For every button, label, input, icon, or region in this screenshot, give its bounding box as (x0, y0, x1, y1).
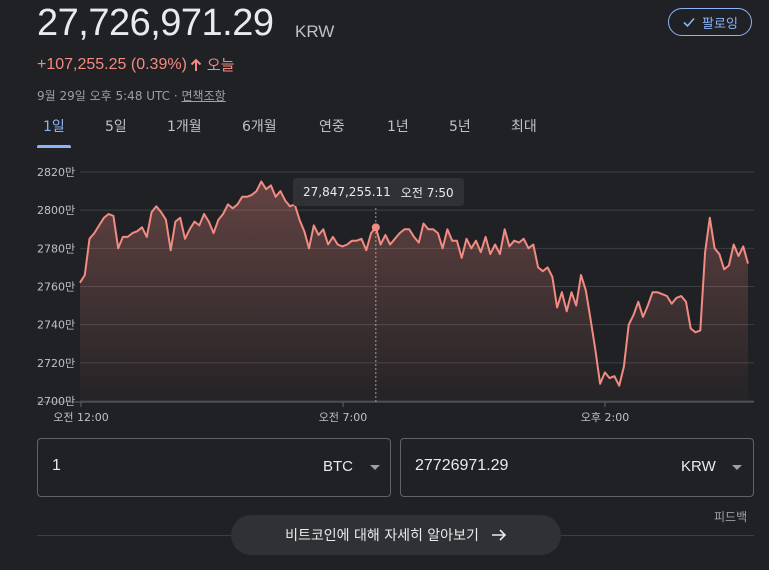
from-amount-value[interactable]: 1 (52, 457, 61, 474)
x-tick-label: 오전 7:00 (319, 411, 367, 424)
timestamp-row: 9월 29일 오후 5:48 UTC · 면책조항 (37, 87, 226, 104)
follow-button[interactable]: 팔로잉 (668, 8, 752, 36)
x-tick-label: 오후 2:00 (581, 411, 629, 424)
y-tick-label: 2740만 (37, 319, 75, 332)
arrow-up-icon (190, 58, 202, 71)
tab-6m[interactable]: 6개월 (242, 119, 277, 135)
price-change: +107,255.25 (0.39%) 오늘 (37, 54, 235, 75)
learn-more-button[interactable]: 비트코인에 대해 자세히 알아보기 (231, 515, 561, 555)
hover-point (371, 223, 380, 232)
tab-max[interactable]: 최대 (511, 119, 537, 135)
y-tick-label: 2820만 (37, 166, 75, 179)
tab-1d[interactable]: 1일 (43, 119, 65, 135)
disclaimer-link[interactable]: 면책조항 (181, 89, 226, 103)
to-amount-field[interactable]: 27726971.29 KRW (400, 438, 754, 497)
price-chart[interactable]: 2820만 2800만 2780만 2760만 2740만 2720만 2700만 오전 1… (0, 155, 769, 430)
tooltip-time: 오전 7:50 (400, 185, 454, 200)
y-tick-label: 2700만 (37, 395, 75, 408)
tab-5d[interactable]: 5일 (105, 119, 127, 135)
y-tick-label: 2780만 (37, 242, 75, 255)
price-value: 27,726,971.29 (37, 2, 274, 44)
change-period: 오늘 (206, 56, 235, 74)
timestamp: 9월 29일 오후 5:48 UTC · (37, 89, 182, 103)
y-tick-label: 2760만 (37, 281, 75, 294)
tab-1m[interactable]: 1개월 (167, 119, 202, 135)
tab-5y[interactable]: 5년 (449, 119, 471, 135)
tooltip-value: 27,847,255.11 (303, 185, 391, 199)
learn-more-label: 비트코인에 대해 자세히 알아보기 (285, 528, 479, 544)
price-line (79, 180, 749, 387)
from-amount-field[interactable]: 1 BTC (37, 438, 391, 497)
to-amount-value[interactable]: 27726971.29 (415, 457, 509, 474)
x-tick-label: 오전 12:00 (53, 411, 108, 424)
check-icon (683, 17, 695, 28)
change-value: +107,255.25 (0.39%) (37, 55, 187, 73)
to-currency-select[interactable]: KRW (681, 458, 716, 475)
currency-label: KRW (295, 22, 335, 41)
tab-1y[interactable]: 1년 (387, 119, 409, 135)
arrow-right-icon (491, 529, 506, 541)
chart-tooltip: 27,847,255.11 오전 7:50 (293, 178, 464, 206)
to-chevron-down-icon[interactable] (732, 465, 742, 470)
from-currency-select[interactable]: BTC (323, 458, 353, 475)
feedback-link[interactable]: 피드백 (714, 510, 748, 524)
y-tick-label: 2800만 (37, 204, 75, 217)
follow-label: 팔로잉 (702, 16, 738, 32)
active-tab-indicator (37, 145, 71, 148)
tab-ytd[interactable]: 연중 (319, 119, 345, 135)
from-chevron-down-icon[interactable] (370, 465, 380, 470)
price-area (80, 181, 748, 401)
y-tick-label: 2720만 (37, 357, 75, 370)
